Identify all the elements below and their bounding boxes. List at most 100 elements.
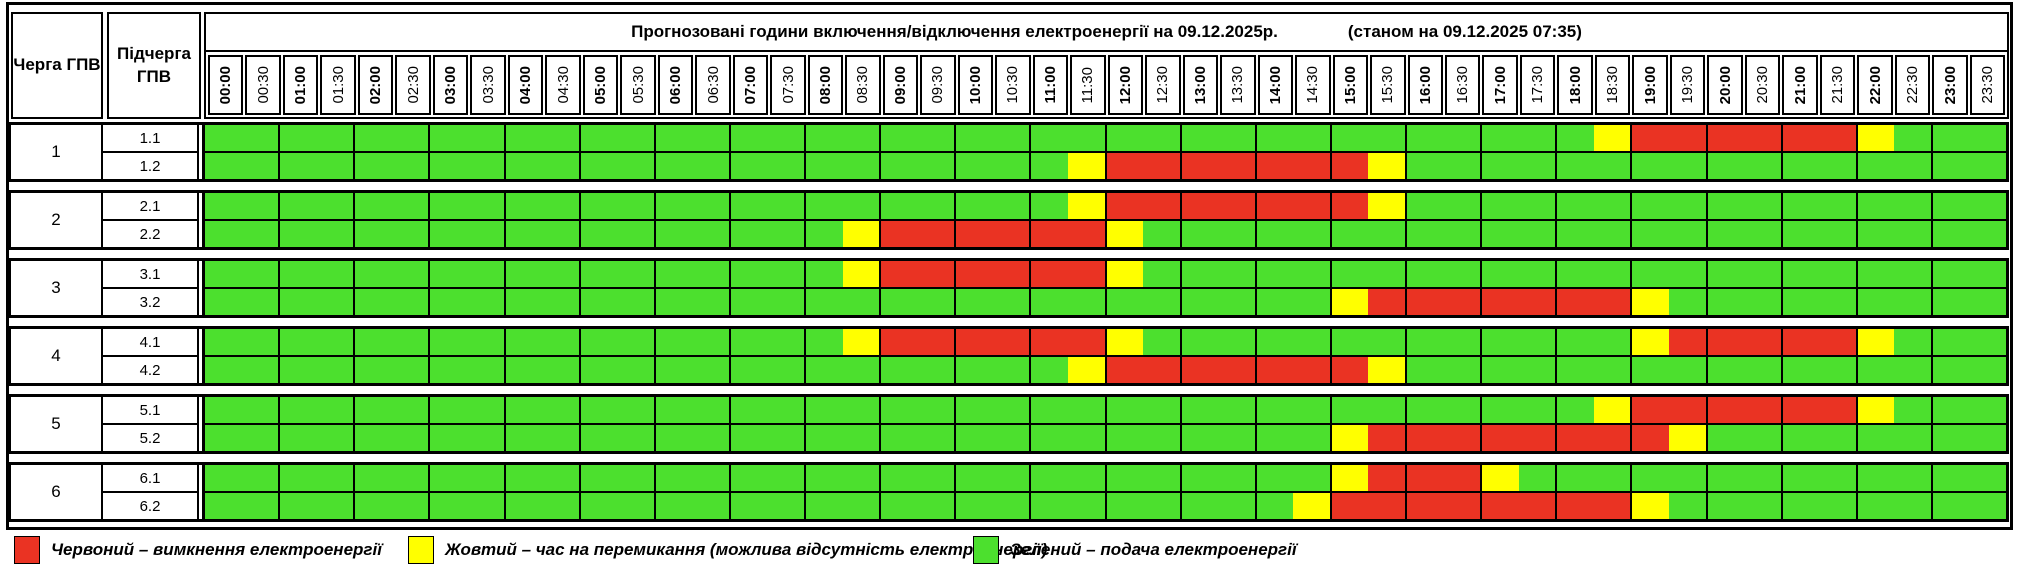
schedule-cell xyxy=(428,289,467,315)
schedule-cell xyxy=(1143,493,1180,519)
time-header-cell: 22:30 xyxy=(1894,55,1931,115)
schedule-cell xyxy=(1179,357,1219,383)
schedule-cell xyxy=(428,357,467,383)
schedule-cell xyxy=(1329,329,1369,355)
schedule-cell xyxy=(503,357,543,383)
time-header-cell: 14:30 xyxy=(1295,55,1331,115)
schedule-cell xyxy=(1293,193,1330,219)
schedule-cell xyxy=(1930,261,1970,287)
schedule-cell xyxy=(767,329,804,355)
schedule-cell xyxy=(617,125,654,151)
schedule-cell xyxy=(1555,193,1594,219)
subqueue-column-header: Підчерга ГПВ xyxy=(107,12,201,119)
schedule-cell xyxy=(1143,125,1180,151)
schedule-cell xyxy=(1855,289,1895,315)
schedule-cell xyxy=(278,289,317,315)
schedule-cell xyxy=(1329,125,1369,151)
schedule-cell xyxy=(1518,153,1556,179)
schedule-cell xyxy=(617,261,654,287)
schedule-row-4.1 xyxy=(205,329,2006,357)
schedule-cell xyxy=(1668,153,1706,179)
table-title: Прогнозовані години включення/відключенн… xyxy=(206,14,2007,52)
schedule-cell xyxy=(804,125,843,151)
schedule-cell xyxy=(617,397,654,423)
schedule-cell xyxy=(1593,153,1631,179)
time-label: 23:00 xyxy=(1941,65,1959,105)
time-header-cell: 10:00 xyxy=(957,55,994,115)
schedule-cell xyxy=(879,193,918,219)
schedule-cell xyxy=(1894,329,1931,355)
schedule-cell xyxy=(1143,289,1180,315)
schedule-cell xyxy=(917,261,955,287)
schedule-cell xyxy=(205,261,242,287)
schedule-cell xyxy=(1894,357,1931,383)
schedule-cell xyxy=(391,125,429,151)
schedule-cell xyxy=(1143,193,1180,219)
schedule-cell xyxy=(1143,221,1180,247)
schedule-cell xyxy=(241,221,279,247)
schedule-cell xyxy=(1780,397,1820,423)
schedule-cell xyxy=(767,289,804,315)
schedule-cell xyxy=(728,261,768,287)
schedule-cell xyxy=(1555,465,1594,491)
schedule-cell xyxy=(1480,357,1519,383)
schedule-cell xyxy=(1405,465,1444,491)
schedule-cell xyxy=(1405,357,1444,383)
schedule-cell xyxy=(1630,493,1669,519)
schedule-cell xyxy=(1894,425,1931,451)
time-label: 01:00 xyxy=(292,65,310,105)
schedule-cell xyxy=(1293,425,1330,451)
subqueue-label: 1.2 xyxy=(139,157,161,175)
schedule-cell xyxy=(1143,329,1180,355)
schedule-cell xyxy=(1329,221,1369,247)
schedule-cell xyxy=(954,465,993,491)
time-header-cell: 19:00 xyxy=(1632,55,1668,115)
time-header-cell: 06:30 xyxy=(695,55,731,115)
schedule-cell xyxy=(1705,465,1745,491)
schedule-cell xyxy=(1630,125,1669,151)
subqueue-label: 4.1 xyxy=(103,329,197,357)
time-label: 22:30 xyxy=(1904,66,1922,104)
schedule-cell xyxy=(617,357,654,383)
schedule-cell xyxy=(767,153,804,179)
schedule-cell xyxy=(1855,425,1895,451)
schedule-cell xyxy=(1969,153,2006,179)
schedule-cell xyxy=(1894,397,1931,423)
schedule-cell xyxy=(1630,193,1669,219)
time-header-cell: 07:00 xyxy=(732,55,769,115)
time-label: 13:00 xyxy=(1191,65,1209,105)
schedule-cell xyxy=(391,397,429,423)
schedule-cell xyxy=(205,493,242,519)
schedule-cell xyxy=(1104,465,1144,491)
schedule-cell xyxy=(503,397,543,423)
time-label: 02:00 xyxy=(367,65,385,105)
schedule-cell xyxy=(1218,153,1255,179)
schedule-cell xyxy=(578,357,618,383)
schedule-cell xyxy=(692,125,729,151)
schedule-cell xyxy=(1518,397,1556,423)
legend: Червоний – вимкнення електроенергії Жовти… xyxy=(0,534,2020,566)
schedule-cell xyxy=(1668,465,1706,491)
schedule-cell xyxy=(1930,465,1970,491)
schedule-cell xyxy=(1705,289,1745,315)
time-label: 23:30 xyxy=(1979,66,1996,104)
schedule-cell xyxy=(1593,329,1631,355)
schedule-cell xyxy=(1593,125,1631,151)
schedule-cell xyxy=(1855,493,1895,519)
schedule-cell xyxy=(1630,425,1669,451)
schedule-cell xyxy=(1443,493,1481,519)
schedule-cell xyxy=(241,425,279,451)
time-header-cell: 12:30 xyxy=(1145,55,1181,115)
schedule-row-6.2 xyxy=(205,493,2006,519)
schedule-cell xyxy=(992,329,1030,355)
schedule-cell xyxy=(653,357,693,383)
schedule-cell xyxy=(428,493,467,519)
schedule-cell xyxy=(353,329,392,355)
schedule-cell xyxy=(1593,493,1631,519)
schedule-rows xyxy=(202,261,2006,315)
schedule-cell xyxy=(1254,465,1294,491)
schedule-cell xyxy=(1969,329,2006,355)
schedule-cell xyxy=(617,193,654,219)
schedule-cell xyxy=(1518,125,1556,151)
schedule-cell xyxy=(1104,289,1144,315)
